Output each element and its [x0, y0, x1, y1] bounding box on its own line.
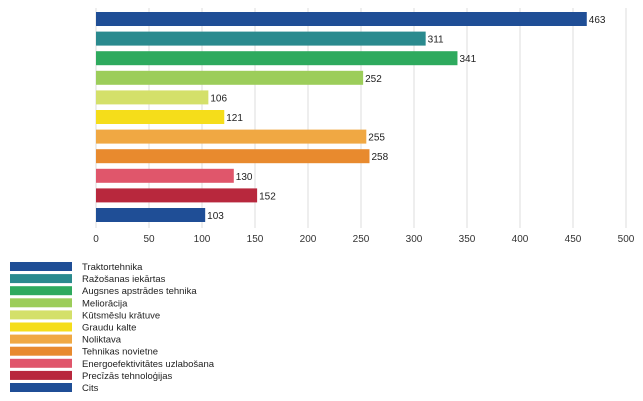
- x-tick-label: 0: [93, 234, 99, 245]
- x-tick-label: 300: [406, 234, 423, 245]
- legend-label: Ražošanas iekārtas: [82, 274, 166, 285]
- bar-value-label: 463: [589, 15, 606, 26]
- bar: [96, 90, 209, 105]
- legend-label: Augsnes apstrādes tehnika: [82, 286, 197, 297]
- legend-swatch: [10, 322, 72, 332]
- bar: [96, 149, 370, 164]
- x-axis: 0 50 100 150 200 250 300 350 400 450 500: [93, 234, 635, 245]
- legend-swatch: [10, 298, 72, 308]
- bar: [96, 51, 458, 66]
- legend-label: Energoefektivitātes uzlabošana: [82, 359, 215, 370]
- legend-label: Traktortehnika: [82, 262, 143, 273]
- legend-swatch: [10, 358, 72, 368]
- x-tick-label: 250: [353, 234, 370, 245]
- bar-value-label: 252: [365, 74, 382, 85]
- x-tick-label: 450: [565, 234, 582, 245]
- legend-label: Meliorācija: [82, 298, 128, 309]
- bar: [96, 129, 367, 144]
- bar-value-label: 152: [259, 191, 276, 202]
- bar-value-label: 103: [207, 211, 224, 222]
- legend-swatch: [10, 262, 72, 271]
- legend-label: Tehnikas novietne: [82, 347, 158, 358]
- legend-swatch: [10, 383, 72, 392]
- x-tick-label: 350: [459, 234, 476, 245]
- bar-value-label: 255: [368, 133, 385, 144]
- legend-swatch: [10, 310, 72, 320]
- data-labels: 463 311 341 252 106 121 255 258 130 152 103: [207, 15, 606, 222]
- legend-swatch: [10, 346, 72, 356]
- legend-swatch: [10, 334, 72, 344]
- bar-value-label: 130: [236, 172, 253, 183]
- bar: [96, 188, 258, 203]
- bar-value-label: 341: [459, 54, 476, 65]
- legend-swatch: [10, 370, 72, 380]
- bar-value-label: 106: [210, 93, 227, 104]
- bar: [96, 168, 234, 183]
- bar-value-label: 121: [226, 113, 243, 124]
- legend-label: Kūtsmēslu krātuve: [82, 310, 160, 321]
- legend-label: Noliktava: [82, 335, 122, 346]
- x-tick-label: 150: [247, 234, 264, 245]
- legend-label: Precīzās tehnoloģijas: [82, 371, 173, 382]
- bar: [96, 12, 587, 26]
- bar: [96, 208, 206, 222]
- legend-label: Graudu kalte: [82, 323, 136, 334]
- x-tick-label: 50: [143, 234, 155, 245]
- bar-value-label: 258: [371, 152, 388, 163]
- legend-label: Cits: [82, 383, 99, 394]
- bar: [96, 70, 364, 85]
- bar-value-label: 311: [428, 35, 444, 46]
- legend-swatch: [10, 286, 72, 296]
- bar: [96, 110, 225, 124]
- bar: [96, 31, 426, 46]
- x-tick-label: 500: [618, 234, 635, 245]
- bars: [96, 12, 587, 222]
- x-tick-label: 200: [300, 234, 317, 245]
- x-tick-label: 100: [194, 234, 211, 245]
- legend-swatch: [10, 274, 72, 284]
- x-tick-label: 400: [512, 234, 529, 245]
